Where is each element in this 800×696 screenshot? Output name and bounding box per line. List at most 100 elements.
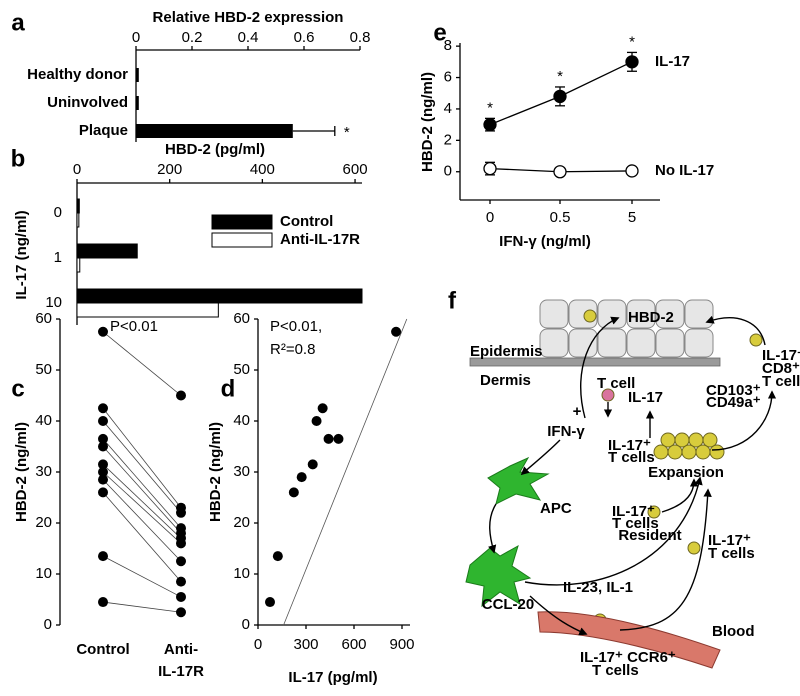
x-tick-label: 200: [157, 161, 182, 178]
pair-line: [102, 601, 182, 613]
point: [553, 89, 567, 104]
y-tick-label: 4: [444, 100, 452, 117]
pair-line: [102, 438, 182, 529]
label-line: IL-17R: [158, 663, 204, 680]
y-tick-label: 0: [242, 616, 250, 633]
x-tick-label: 0.2: [182, 29, 203, 46]
x-tick-label: 0.8: [350, 29, 371, 46]
point: [625, 164, 639, 178]
pair-line: [102, 408, 182, 508]
arrow: [580, 316, 620, 419]
category-label: Healthy donor: [27, 66, 128, 83]
diagram-label: APC: [540, 500, 572, 517]
y-tick-label: 30: [233, 463, 250, 480]
skin-cell: [597, 299, 627, 329]
point: [98, 326, 108, 337]
panel-letter: e: [433, 19, 446, 46]
pair-line: [102, 420, 182, 514]
x-tick-label: 0.4: [238, 29, 259, 46]
bar: [76, 302, 219, 318]
point: [176, 607, 186, 618]
point: [98, 467, 108, 477]
arrow: [661, 478, 699, 513]
point: [98, 416, 108, 426]
diagram-label: IL-17: [628, 389, 663, 406]
basement-membrane: [469, 357, 721, 367]
y-tick-label: 0: [44, 616, 52, 633]
diagram-label: T cells: [762, 373, 800, 390]
point: [483, 161, 497, 176]
x-tick-label: 5: [628, 209, 636, 226]
diagram-label: T cells: [608, 449, 655, 466]
bar: [76, 212, 80, 228]
point: [483, 117, 497, 132]
point: [317, 403, 328, 414]
legend-swatch: [211, 232, 273, 248]
y-tick-label: 10: [233, 565, 250, 582]
chart-title: Relative HBD-2 expression: [153, 9, 344, 26]
diagram-label: HBD-2: [628, 309, 674, 326]
category-label: Plaque: [79, 122, 128, 139]
y-tick-label: 8: [444, 37, 452, 54]
annotation: *: [629, 33, 635, 50]
panel-letter: c: [11, 375, 24, 402]
y-tick-label: 50: [35, 361, 52, 378]
diagram-label: Resident: [618, 527, 681, 544]
point: [176, 576, 186, 587]
diagram-label: IL-23, IL-1: [563, 579, 633, 596]
bar: [76, 198, 80, 214]
diagram-label: T cells: [612, 515, 659, 532]
x-tick-label: 300: [293, 636, 318, 653]
point: [265, 597, 275, 608]
annotation: P<0.01: [110, 318, 158, 335]
diagram-label: IL-17⁺: [708, 532, 751, 549]
bar: [136, 68, 139, 82]
annotation: *: [344, 124, 350, 141]
skin-cell: [684, 299, 714, 329]
pair-line: [102, 492, 182, 582]
cell: [749, 333, 763, 347]
point: [272, 551, 283, 562]
y-axis-title: HBD-2 (ng/ml): [13, 422, 30, 522]
point: [176, 591, 186, 602]
diagram-label: CD8⁺: [762, 360, 800, 377]
x-tick-label: 0: [254, 636, 262, 653]
annotation: R²=0.8: [270, 341, 315, 358]
x-tick-label: 600: [343, 161, 368, 178]
pair-line: [102, 479, 182, 562]
x-tick-label: 900: [389, 636, 414, 653]
bar: [136, 96, 139, 110]
category-label: 0: [54, 204, 62, 221]
x-axis-title: IFN-γ (ng/ml): [499, 233, 591, 250]
y-tick-label: 20: [35, 514, 52, 531]
y-tick-label: 6: [444, 69, 452, 86]
point: [98, 433, 108, 444]
x-tick-label: Control: [76, 641, 129, 658]
diagram-label: IL-17⁺ CCR6⁺: [580, 649, 676, 666]
bar: [76, 288, 363, 304]
diagram-label: CD49a⁺: [706, 394, 761, 411]
series-label: No IL-17: [655, 162, 714, 179]
panel-letter: f: [448, 287, 457, 314]
x-tick-label: Anti- IL-17R: [158, 641, 204, 680]
diagram-label: +: [573, 403, 582, 420]
arrow: [529, 595, 588, 636]
arrow: [705, 315, 766, 346]
cell: [681, 444, 697, 460]
bar: [76, 243, 138, 259]
label-line: Anti-: [164, 641, 198, 658]
y-tick-label: 2: [444, 131, 452, 148]
pair-line: [102, 446, 182, 534]
trendline: [283, 318, 408, 626]
diagram-label: T cells: [708, 545, 755, 562]
y-tick-label: 40: [233, 412, 250, 429]
point: [176, 556, 186, 567]
arrow: [520, 439, 561, 476]
point: [288, 487, 299, 498]
diagram-label: Expansion: [648, 464, 724, 481]
arrow: [488, 503, 497, 554]
cell: [709, 444, 725, 460]
point: [307, 459, 318, 470]
x-tick-label: 0: [486, 209, 494, 226]
y-axis-title: HBD-2 (ng/ml): [207, 422, 224, 522]
